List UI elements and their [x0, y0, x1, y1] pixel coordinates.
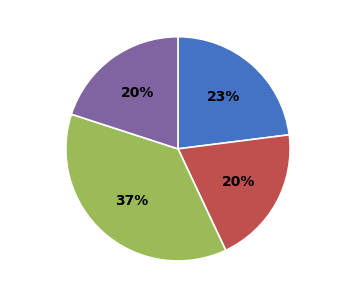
Text: 23%: 23% [207, 90, 241, 104]
Wedge shape [66, 114, 226, 261]
Wedge shape [178, 37, 289, 149]
Text: 20%: 20% [222, 175, 255, 189]
Wedge shape [71, 37, 178, 149]
Text: 20%: 20% [120, 86, 154, 100]
Wedge shape [178, 135, 290, 250]
Text: 37%: 37% [116, 194, 149, 208]
